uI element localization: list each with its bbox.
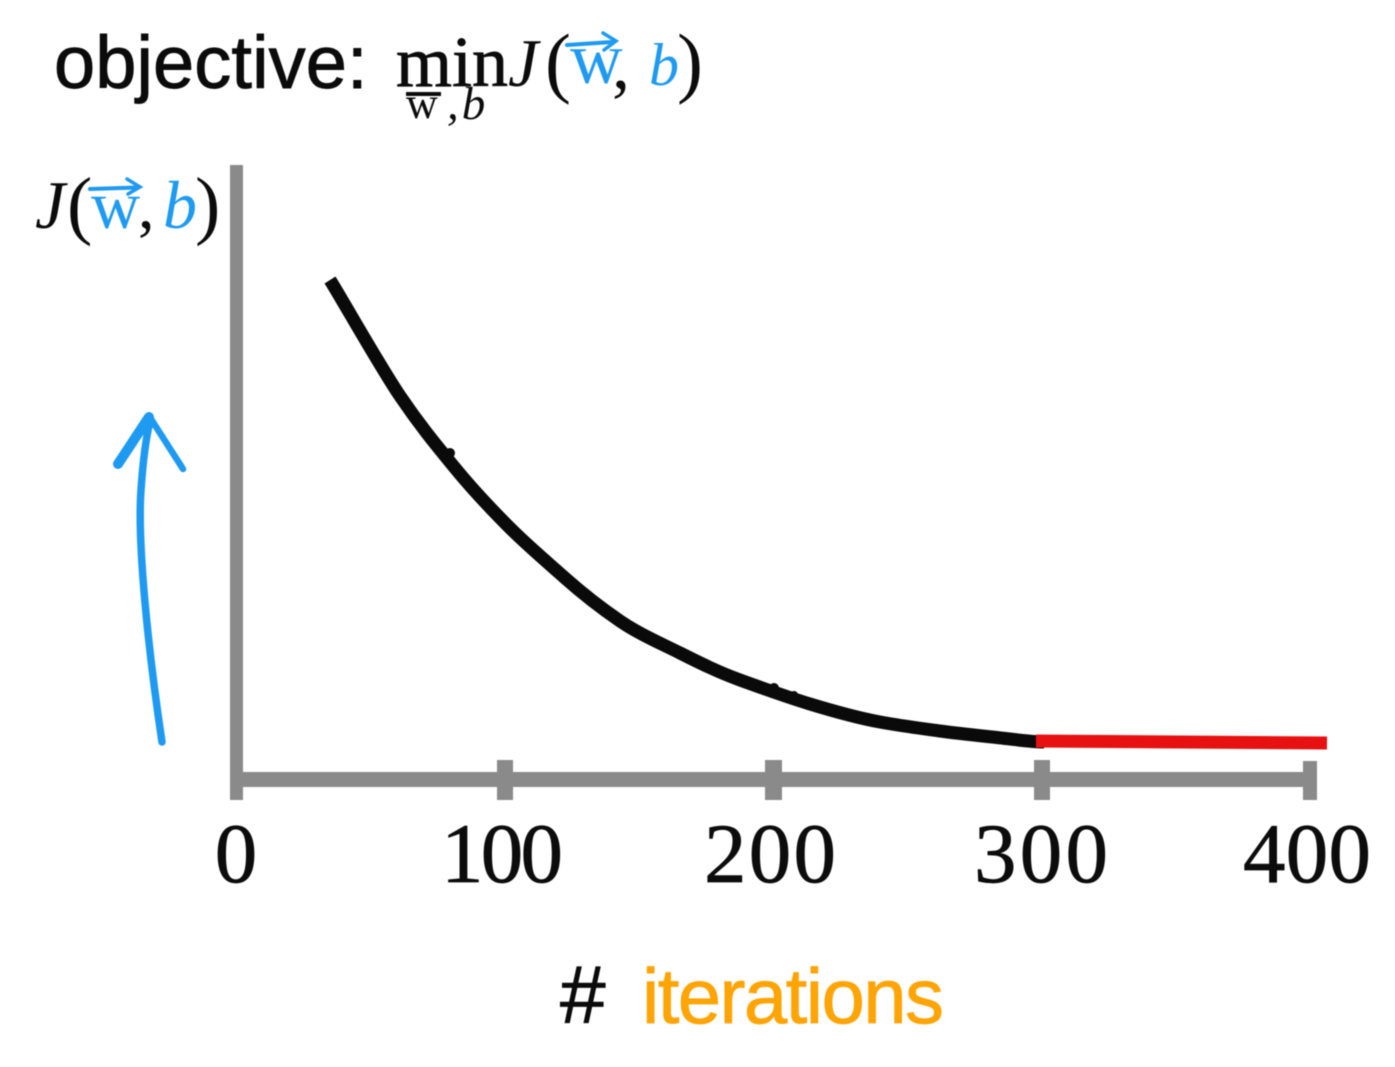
svg-text:J: J [508, 25, 541, 101]
svg-text:objective:: objective: [54, 21, 368, 104]
svg-text:(: ( [67, 163, 92, 247]
svg-text:100: 100 [441, 807, 563, 901]
svg-text:w: w [570, 18, 623, 99]
svg-text:,: , [612, 24, 630, 104]
svg-text:J: J [35, 167, 68, 243]
svg-text:w: w [406, 79, 438, 128]
svg-text:iterations: iterations [642, 952, 944, 1040]
svg-text:): ) [677, 18, 703, 105]
svg-text:min: min [396, 22, 508, 102]
svg-text:b: b [163, 167, 197, 243]
svg-text:200: 200 [704, 807, 836, 901]
svg-text:,b: ,b [447, 78, 488, 130]
svg-text:400: 400 [1243, 807, 1371, 901]
svg-text:0: 0 [215, 807, 258, 901]
svg-text:,: , [138, 170, 155, 243]
svg-text:#: # [560, 950, 606, 1041]
svg-text:b: b [649, 32, 679, 98]
svg-text:w: w [91, 167, 140, 243]
svg-text:300: 300 [974, 807, 1108, 901]
svg-text:(: ( [545, 18, 571, 105]
svg-text:): ) [195, 163, 220, 247]
